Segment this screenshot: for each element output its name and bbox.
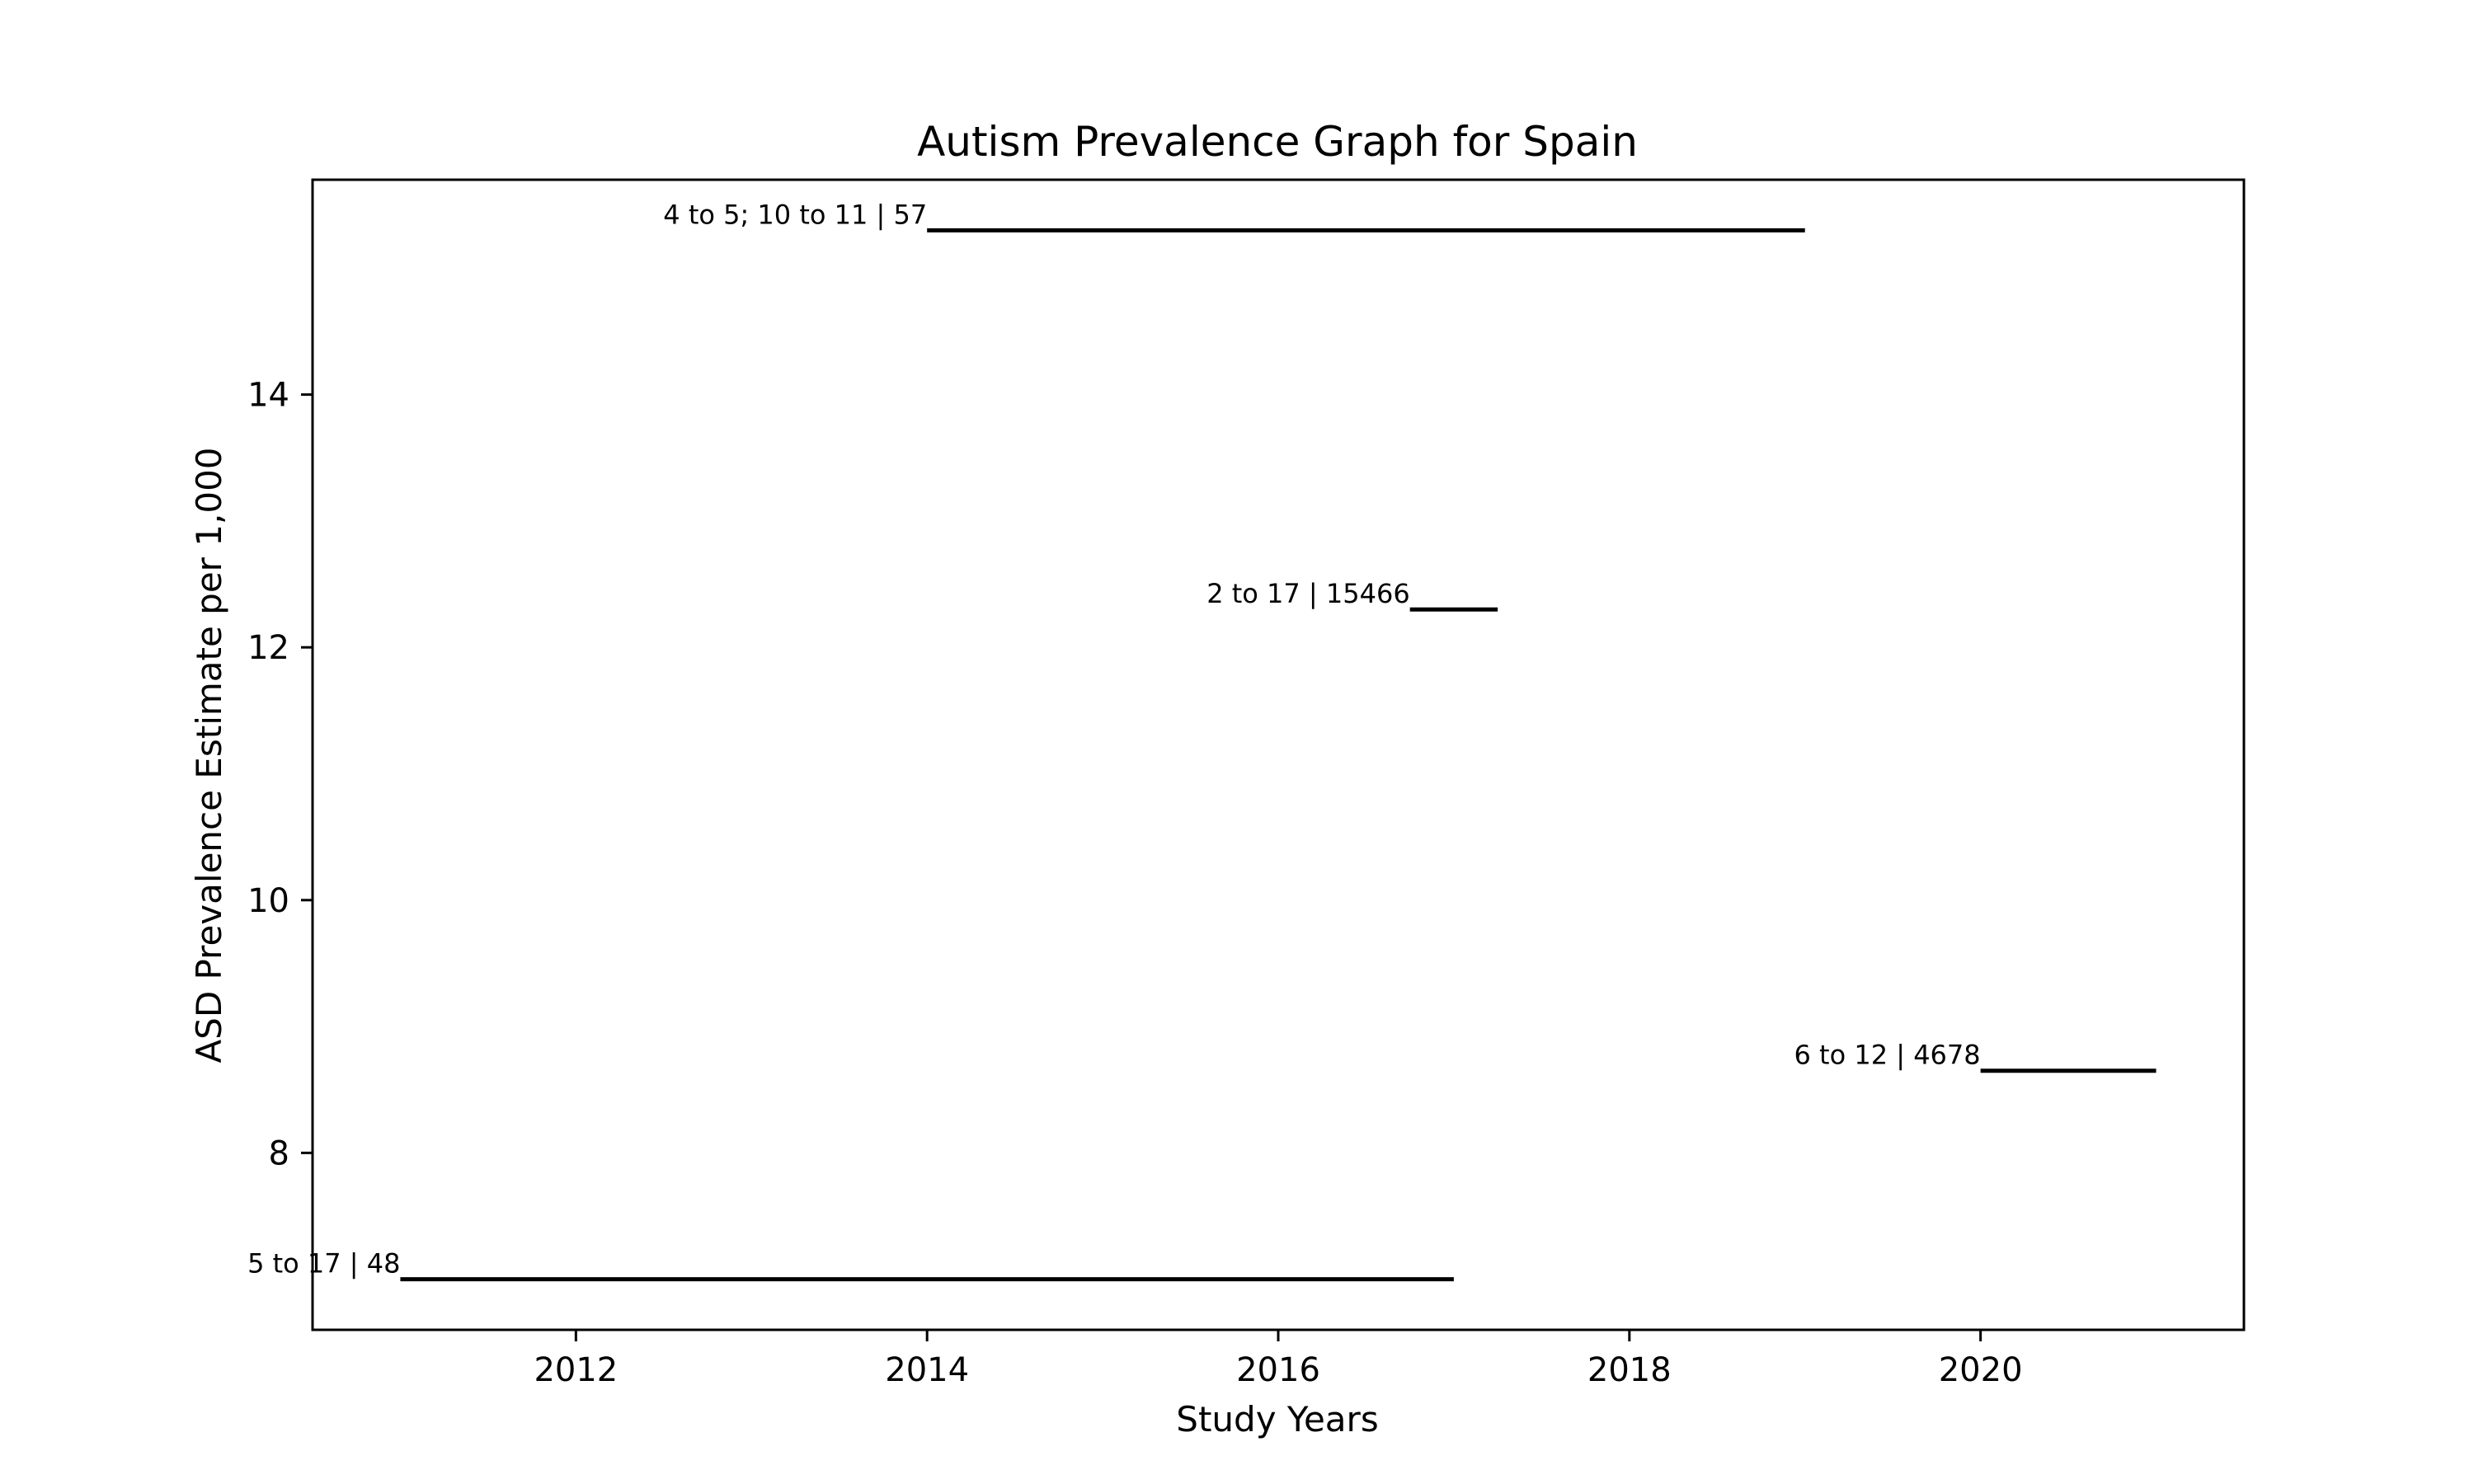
x-tick-label: 2012 <box>534 1351 618 1389</box>
segment-label: 4 to 5; 10 to 11 | 57 <box>663 199 927 230</box>
x-tick-label: 2020 <box>1939 1351 2023 1389</box>
x-axis-label: Study Years <box>1176 1399 1378 1439</box>
y-tick-label: 12 <box>247 629 289 667</box>
segment-label: 6 to 12 | 4678 <box>1794 1040 1981 1071</box>
x-tick-label: 2016 <box>1236 1351 1320 1389</box>
y-tick-label: 8 <box>269 1134 289 1172</box>
y-axis-label: ASD Prevalence Estimate per 1,000 <box>189 447 229 1063</box>
x-tick-label: 2014 <box>885 1351 969 1389</box>
segment-label: 2 to 17 | 15466 <box>1206 578 1409 609</box>
x-tick-label: 2018 <box>1587 1351 1672 1389</box>
y-tick-label: 10 <box>247 882 289 920</box>
plot-frame <box>311 178 2246 1331</box>
segment-label: 5 to 17 | 48 <box>247 1248 400 1280</box>
chart-title: Autism Prevalence Graph for Spain <box>917 118 1638 166</box>
x-axis-ticks: 2012 2014 2016 2018 2020 <box>534 1330 2023 1389</box>
y-axis-ticks: 8 10 12 14 <box>247 377 313 1172</box>
y-tick-label: 14 <box>247 377 289 415</box>
plot-series: 4 to 5; 10 to 11 | 57 2 to 17 | 15466 6 to… <box>247 199 2157 1282</box>
